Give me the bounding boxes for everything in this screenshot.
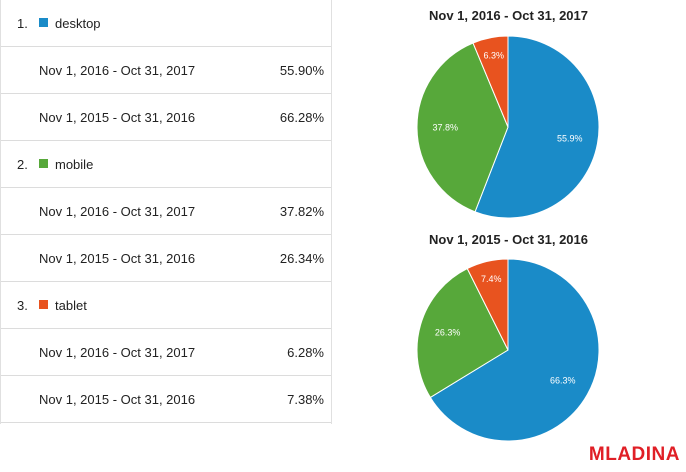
category-row-mobile: 2. mobile — [1, 141, 331, 188]
period-label: Nov 1, 2016 - Oct 31, 2017 — [39, 63, 196, 78]
value-cell: 6.28% — [287, 345, 324, 360]
row-number: 1. — [17, 16, 28, 31]
pie-label-mobile: 37.8% — [432, 123, 458, 133]
table-row: Nov 1, 2015 - Oct 31, 2016 26.34% — [1, 235, 331, 282]
pie-slice-desktop — [429, 258, 600, 442]
data-table: 1. desktop Nov 1, 2016 - Oct 31, 2017 55… — [0, 0, 332, 424]
pie-label-mobile: 26.3% — [435, 328, 461, 338]
legend-swatch-desktop — [39, 18, 48, 27]
table-row: Nov 1, 2016 - Oct 31, 2017 6.28% — [1, 329, 331, 376]
category-row-desktop: 1. desktop — [1, 0, 331, 47]
value-cell: 26.34% — [279, 251, 324, 266]
pie-chart-2015-2016: 66.3% 26.3% 7.4% — [416, 258, 600, 442]
pie-label-tablet: 6.3% — [483, 51, 504, 61]
pie-label-desktop: 66.3% — [550, 376, 576, 386]
row-number: 2. — [17, 157, 28, 172]
table-row: Nov 1, 2016 - Oct 31, 2017 55.90% — [1, 47, 331, 94]
mladina-logo: MLADINA — [588, 444, 680, 465]
pie-slice-tablet — [472, 35, 509, 128]
pie-slice-desktop — [474, 35, 600, 219]
category-label: mobile — [55, 157, 94, 172]
pie-title-2016-2017: Nov 1, 2016 - Oct 31, 2017 — [429, 8, 588, 23]
value-cell: 55.90% — [279, 63, 324, 78]
category-label: desktop — [55, 16, 101, 31]
table-row: Nov 1, 2015 - Oct 31, 2016 7.38% — [1, 376, 331, 423]
charts-panel: Nov 1, 2016 - Oct 31, 2017 55.9% 37.8% 6.3… — [331, 0, 686, 472]
legend-swatch-tablet — [39, 300, 48, 309]
period-label: Nov 1, 2016 - Oct 31, 2017 — [39, 345, 196, 360]
period-label: Nov 1, 2015 - Oct 31, 2016 — [39, 251, 196, 266]
pie-chart-2016-2017: 55.9% 37.8% 6.3% — [416, 35, 600, 219]
period-label: Nov 1, 2015 - Oct 31, 2016 — [39, 392, 196, 407]
table-row: Nov 1, 2015 - Oct 31, 2016 66.28% — [1, 94, 331, 141]
pie-slice-tablet — [466, 258, 509, 351]
category-row-tablet: 3. tablet — [1, 282, 331, 329]
value-cell: 66.28% — [279, 110, 324, 125]
table-row: Nov 1, 2016 - Oct 31, 2017 37.82% — [1, 188, 331, 235]
pie-label-tablet: 7.4% — [481, 274, 502, 284]
row-number: 3. — [17, 298, 28, 313]
value-cell: 7.38% — [287, 392, 324, 407]
value-cell: 37.82% — [279, 204, 324, 219]
pie-slice-mobile — [416, 267, 509, 399]
period-label: Nov 1, 2016 - Oct 31, 2017 — [39, 204, 196, 219]
pie-title-2015-2016: Nov 1, 2015 - Oct 31, 2016 — [429, 232, 588, 247]
legend-swatch-mobile — [39, 159, 48, 168]
pie-slice-mobile — [416, 42, 509, 213]
category-label: tablet — [55, 298, 87, 313]
pie-label-desktop: 55.9% — [557, 134, 583, 144]
period-label: Nov 1, 2015 - Oct 31, 2016 — [39, 110, 196, 125]
